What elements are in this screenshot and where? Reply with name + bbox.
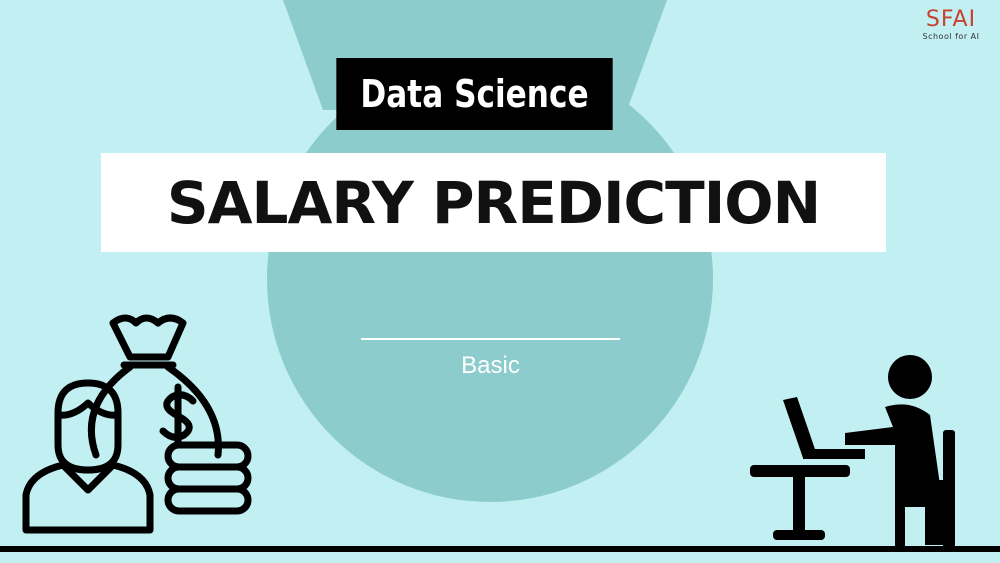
coin-stack-icon [164,441,252,515]
person-icon [22,379,154,534]
chair-icon [895,430,955,548]
salary-illustration [22,314,252,534]
worker-illustration [750,355,955,548]
dollar-sign-icon [159,383,197,449]
logo-mark: SFAI [925,7,977,32]
level-subtitle: Basic [461,352,520,379]
person-at-laptop-icon [783,355,945,545]
page-title: SALARY PREDICTION [166,168,821,237]
title-banner: SALARY PREDICTION [101,153,886,252]
logo-subtitle: School for AI [922,32,980,41]
topic-tag: Data Science [336,58,613,130]
ground-line [0,546,1000,552]
sfai-logo: SFAI School for AI [916,8,986,42]
divider-line [361,338,620,340]
desk-icon [750,465,850,540]
